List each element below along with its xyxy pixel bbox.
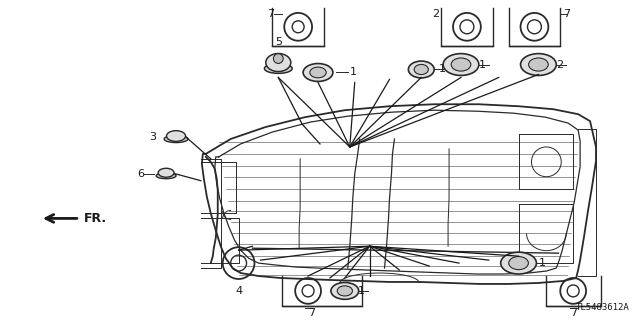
- Ellipse shape: [303, 64, 333, 81]
- Text: 1: 1: [439, 65, 446, 75]
- Ellipse shape: [266, 53, 291, 72]
- Ellipse shape: [156, 173, 176, 179]
- Text: 1: 1: [350, 68, 356, 77]
- Ellipse shape: [164, 135, 188, 143]
- Ellipse shape: [500, 252, 536, 274]
- Ellipse shape: [310, 67, 326, 78]
- Text: 4: 4: [235, 286, 242, 296]
- Text: 5: 5: [275, 37, 282, 47]
- Circle shape: [273, 54, 283, 63]
- Text: 1: 1: [479, 60, 486, 69]
- Ellipse shape: [166, 131, 186, 141]
- Text: 2: 2: [432, 9, 439, 19]
- Text: 1: 1: [358, 286, 365, 296]
- Text: TL5483612A: TL5483612A: [576, 303, 630, 312]
- Ellipse shape: [529, 58, 548, 71]
- Ellipse shape: [414, 64, 428, 75]
- Ellipse shape: [443, 54, 479, 76]
- Text: 7: 7: [563, 9, 570, 19]
- Text: FR.: FR.: [84, 212, 107, 225]
- Ellipse shape: [408, 61, 434, 78]
- Text: 7: 7: [570, 308, 577, 318]
- Text: 7: 7: [268, 9, 275, 19]
- Text: 1: 1: [538, 258, 545, 268]
- Ellipse shape: [509, 257, 529, 270]
- Ellipse shape: [337, 286, 353, 296]
- Ellipse shape: [520, 54, 556, 76]
- Text: 3: 3: [149, 132, 156, 142]
- Ellipse shape: [331, 283, 358, 299]
- Text: 6: 6: [137, 169, 144, 179]
- Ellipse shape: [158, 168, 174, 177]
- Ellipse shape: [451, 58, 471, 71]
- Text: 7: 7: [308, 308, 316, 318]
- Text: 2: 2: [556, 60, 563, 69]
- Ellipse shape: [264, 64, 292, 73]
